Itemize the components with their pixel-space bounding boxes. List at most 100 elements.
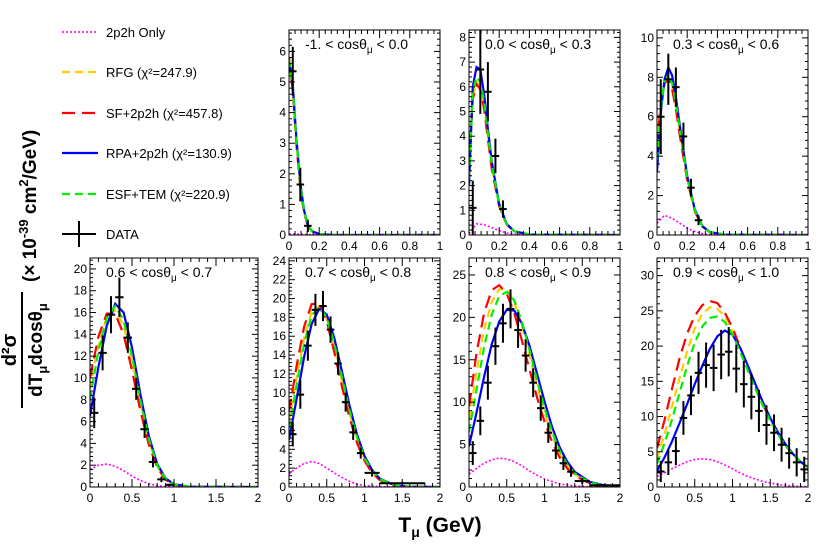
y-tick-label: 18 — [273, 310, 287, 324]
data-point — [341, 392, 350, 412]
x-tick-label: 0.8 — [401, 239, 418, 253]
data-point — [491, 327, 500, 365]
y-tick-label: 10 — [74, 371, 88, 385]
curve-esf — [657, 73, 808, 235]
x-tick-label: 0.6 — [371, 239, 388, 253]
legend-item-rpa: RPA+2p2h (χ²=130.9) — [62, 146, 232, 161]
curve-esf — [469, 74, 620, 235]
panel-frame — [288, 29, 441, 236]
ylabel-den-part1: dT — [26, 373, 47, 397]
y-tick-label: 25 — [641, 304, 655, 318]
x-tick-label: 0 — [466, 491, 473, 505]
legend-item-rfg: RFG (χ²=247.9) — [62, 65, 197, 80]
panel-title-sub: μ — [738, 45, 744, 56]
y-tick-label: 20 — [453, 310, 467, 324]
data-point — [672, 67, 680, 107]
x-tick-label: 0.4 — [521, 239, 538, 253]
y-tick-label: 4 — [80, 436, 87, 450]
y-tick-label: 0 — [459, 480, 466, 494]
y-tick-label: 12 — [273, 367, 287, 381]
panel-title-sub: μ — [738, 273, 744, 284]
y-tick-label: 0 — [279, 480, 286, 494]
x-tick-label: 0.6 — [739, 239, 756, 253]
curve-rpa — [90, 301, 258, 487]
y-tick-label: 10 — [273, 386, 287, 400]
legend-item-esf: ESF+TEM (χ²=220.9) — [62, 187, 230, 202]
data-point — [484, 62, 492, 122]
data-point — [740, 360, 748, 408]
panel-frame — [468, 257, 621, 488]
data-point — [106, 296, 116, 334]
y-tick-label: 14 — [273, 348, 287, 362]
y-tick-label: 10 — [641, 410, 655, 424]
y-tick-label: 0 — [279, 228, 286, 242]
data-point — [755, 389, 763, 433]
curve-sf — [90, 312, 258, 487]
x-tick-label: 0.2 — [679, 239, 696, 253]
panel-title-end: < 0.8 — [376, 264, 412, 280]
legend-item-sf: SF+2p2h (χ²=457.8) — [62, 106, 223, 121]
data-point — [304, 219, 312, 232]
y-tick-label: 8 — [80, 393, 87, 407]
y-tick-label: 3 — [459, 154, 466, 168]
data-point — [800, 456, 808, 483]
data-point — [679, 122, 688, 151]
ylabel-unit-part1: (× 10 — [20, 238, 41, 282]
y-tick-label: 0 — [80, 480, 87, 494]
data-point — [364, 469, 380, 477]
data-point — [334, 352, 342, 375]
y-tick-label: 8 — [279, 405, 286, 419]
panel-title: 0.9 < cosθμ < 1.0 — [673, 264, 779, 284]
y-tick-label: 8 — [647, 70, 654, 84]
y-tick-label: 1 — [279, 197, 286, 211]
y-tick-label: 24 — [273, 254, 287, 268]
data-point — [319, 290, 327, 322]
main-xlabel-base: T — [398, 514, 411, 537]
y-tick-label: 6 — [279, 44, 286, 58]
x-tick-label: 1 — [437, 239, 444, 253]
data-point — [123, 322, 132, 353]
main-xlabel-unit: (GeV) — [420, 514, 482, 537]
y-tick-label: 20 — [273, 292, 287, 306]
panel-title-sub: μ — [367, 45, 373, 56]
data-point — [349, 424, 357, 440]
y-tick-label: 4 — [279, 106, 286, 120]
data-point — [694, 351, 703, 394]
main-xlabel-sub: μ — [411, 524, 420, 540]
panel-title: 0.0 < cosθμ < 0.3 — [485, 36, 591, 56]
panel-title-main: 0.6 < cosθ — [106, 264, 171, 280]
data-point — [702, 342, 710, 388]
y-tick-label: 30 — [641, 269, 655, 283]
y-tick-label: 10 — [453, 395, 467, 409]
y-tick-label: 0 — [647, 228, 654, 242]
data-point — [514, 312, 522, 348]
x-tick-label: 0 — [286, 239, 293, 253]
data-point — [469, 180, 477, 235]
data-point — [165, 483, 174, 486]
data-point — [717, 329, 725, 380]
data-point — [544, 422, 553, 443]
x-tick-label: 2 — [255, 491, 262, 505]
curve-esf — [90, 303, 258, 487]
y-tick-label: 22 — [273, 273, 287, 287]
legend-label: RFG (χ²=247.9) — [106, 65, 197, 80]
panel-0: 0 0.2 0.4 0.6 0.8 1 0 1 2 3 4 5 6 -1. < cosθμ < 0.0 — [279, 29, 444, 253]
data-point — [552, 442, 560, 460]
ylabel-fraction-numerator: d²σ — [0, 333, 21, 366]
ylabel-den-sub1: μ — [35, 366, 50, 374]
panel-frame — [468, 29, 621, 236]
x-tick-label: 2 — [617, 491, 624, 505]
ylabel-unit-part3: /GeV) — [20, 130, 41, 180]
x-tick-label: 1 — [541, 491, 548, 505]
data-point — [724, 327, 733, 377]
y-tick-label: 14 — [74, 327, 88, 341]
y-tick-label: 5 — [459, 105, 466, 119]
legend-item-2p2h: 2p2h Only — [62, 25, 166, 40]
y-tick-label: 4 — [459, 129, 466, 143]
data-point — [536, 395, 545, 421]
legend: 2p2h Only RFG (χ²=247.9) SF+2p2h (χ²=457.8… — [62, 25, 232, 247]
curve-sf — [289, 57, 440, 235]
